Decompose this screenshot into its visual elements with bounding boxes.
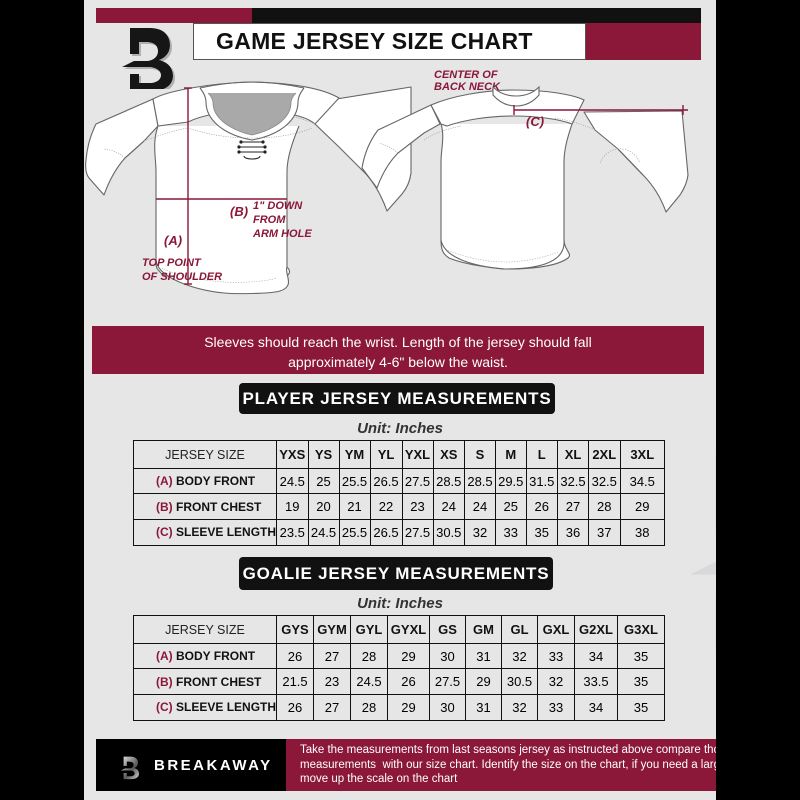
svg-text:(C): (C) [526,114,544,129]
svg-text:CENTER OF: CENTER OF [434,69,498,81]
